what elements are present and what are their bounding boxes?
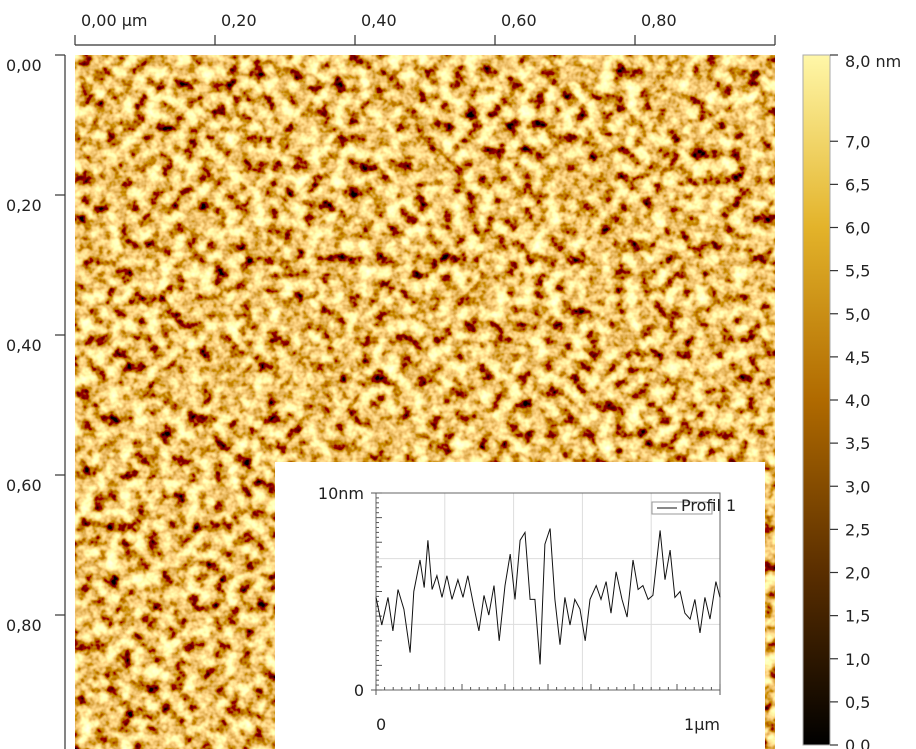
y-tick-label: 0,40 bbox=[6, 336, 42, 355]
legend-label: Profil 1 bbox=[681, 496, 736, 515]
colorbar-tick-label: 0,5 bbox=[845, 693, 870, 712]
colorbar-tick-label: 1,5 bbox=[845, 607, 870, 626]
colorbar-tick-label: 4,5 bbox=[845, 348, 870, 367]
colorbar-tick-label: 6,0 bbox=[845, 219, 870, 238]
colorbar-tick-label: 7,0 bbox=[845, 132, 870, 151]
y-tick-label: 0,20 bbox=[6, 196, 42, 215]
colorbar-tick-label: 2,5 bbox=[845, 520, 870, 539]
colorbar-tick-label: 1,0 bbox=[845, 650, 870, 669]
legend-box bbox=[651, 501, 713, 515]
colorbar-tick-label: 6,5 bbox=[845, 175, 870, 194]
y-tick-label: 0,60 bbox=[6, 476, 42, 495]
x-tick-label: 0,60 bbox=[501, 11, 537, 30]
colorbar-tick-label: 2,0 bbox=[845, 564, 870, 583]
x-tick-label: 0,00 µm bbox=[81, 11, 147, 30]
colorbar-tick-label: 5,0 bbox=[845, 305, 870, 324]
x-tick-label: 0,80 bbox=[641, 11, 677, 30]
x-tick-label: 0 bbox=[376, 715, 386, 734]
x-tick-label: 0,40 bbox=[361, 11, 397, 30]
colorbar-tick-label: 8,0 nm bbox=[845, 52, 901, 71]
colorbar-tick-label: 0,0 bbox=[845, 736, 870, 749]
profile-line bbox=[375, 528, 721, 665]
y-tick-label: 10nm bbox=[318, 484, 364, 503]
colorbar bbox=[802, 54, 831, 746]
y-tick-label: 0,80 bbox=[6, 616, 42, 635]
colorbar-tick-label: 3,0 bbox=[845, 477, 870, 496]
colorbar-tick-label: 3,5 bbox=[845, 434, 870, 453]
y-tick-label: 0 bbox=[354, 681, 364, 700]
y-tick-label: 0,00 bbox=[6, 56, 42, 75]
colorbar-tick-label: 5,5 bbox=[845, 262, 870, 281]
x-tick-label: 1µm bbox=[684, 715, 720, 734]
colorbar-tick-label: 4,0 bbox=[845, 391, 870, 410]
x-tick-label: 0,20 bbox=[221, 11, 257, 30]
